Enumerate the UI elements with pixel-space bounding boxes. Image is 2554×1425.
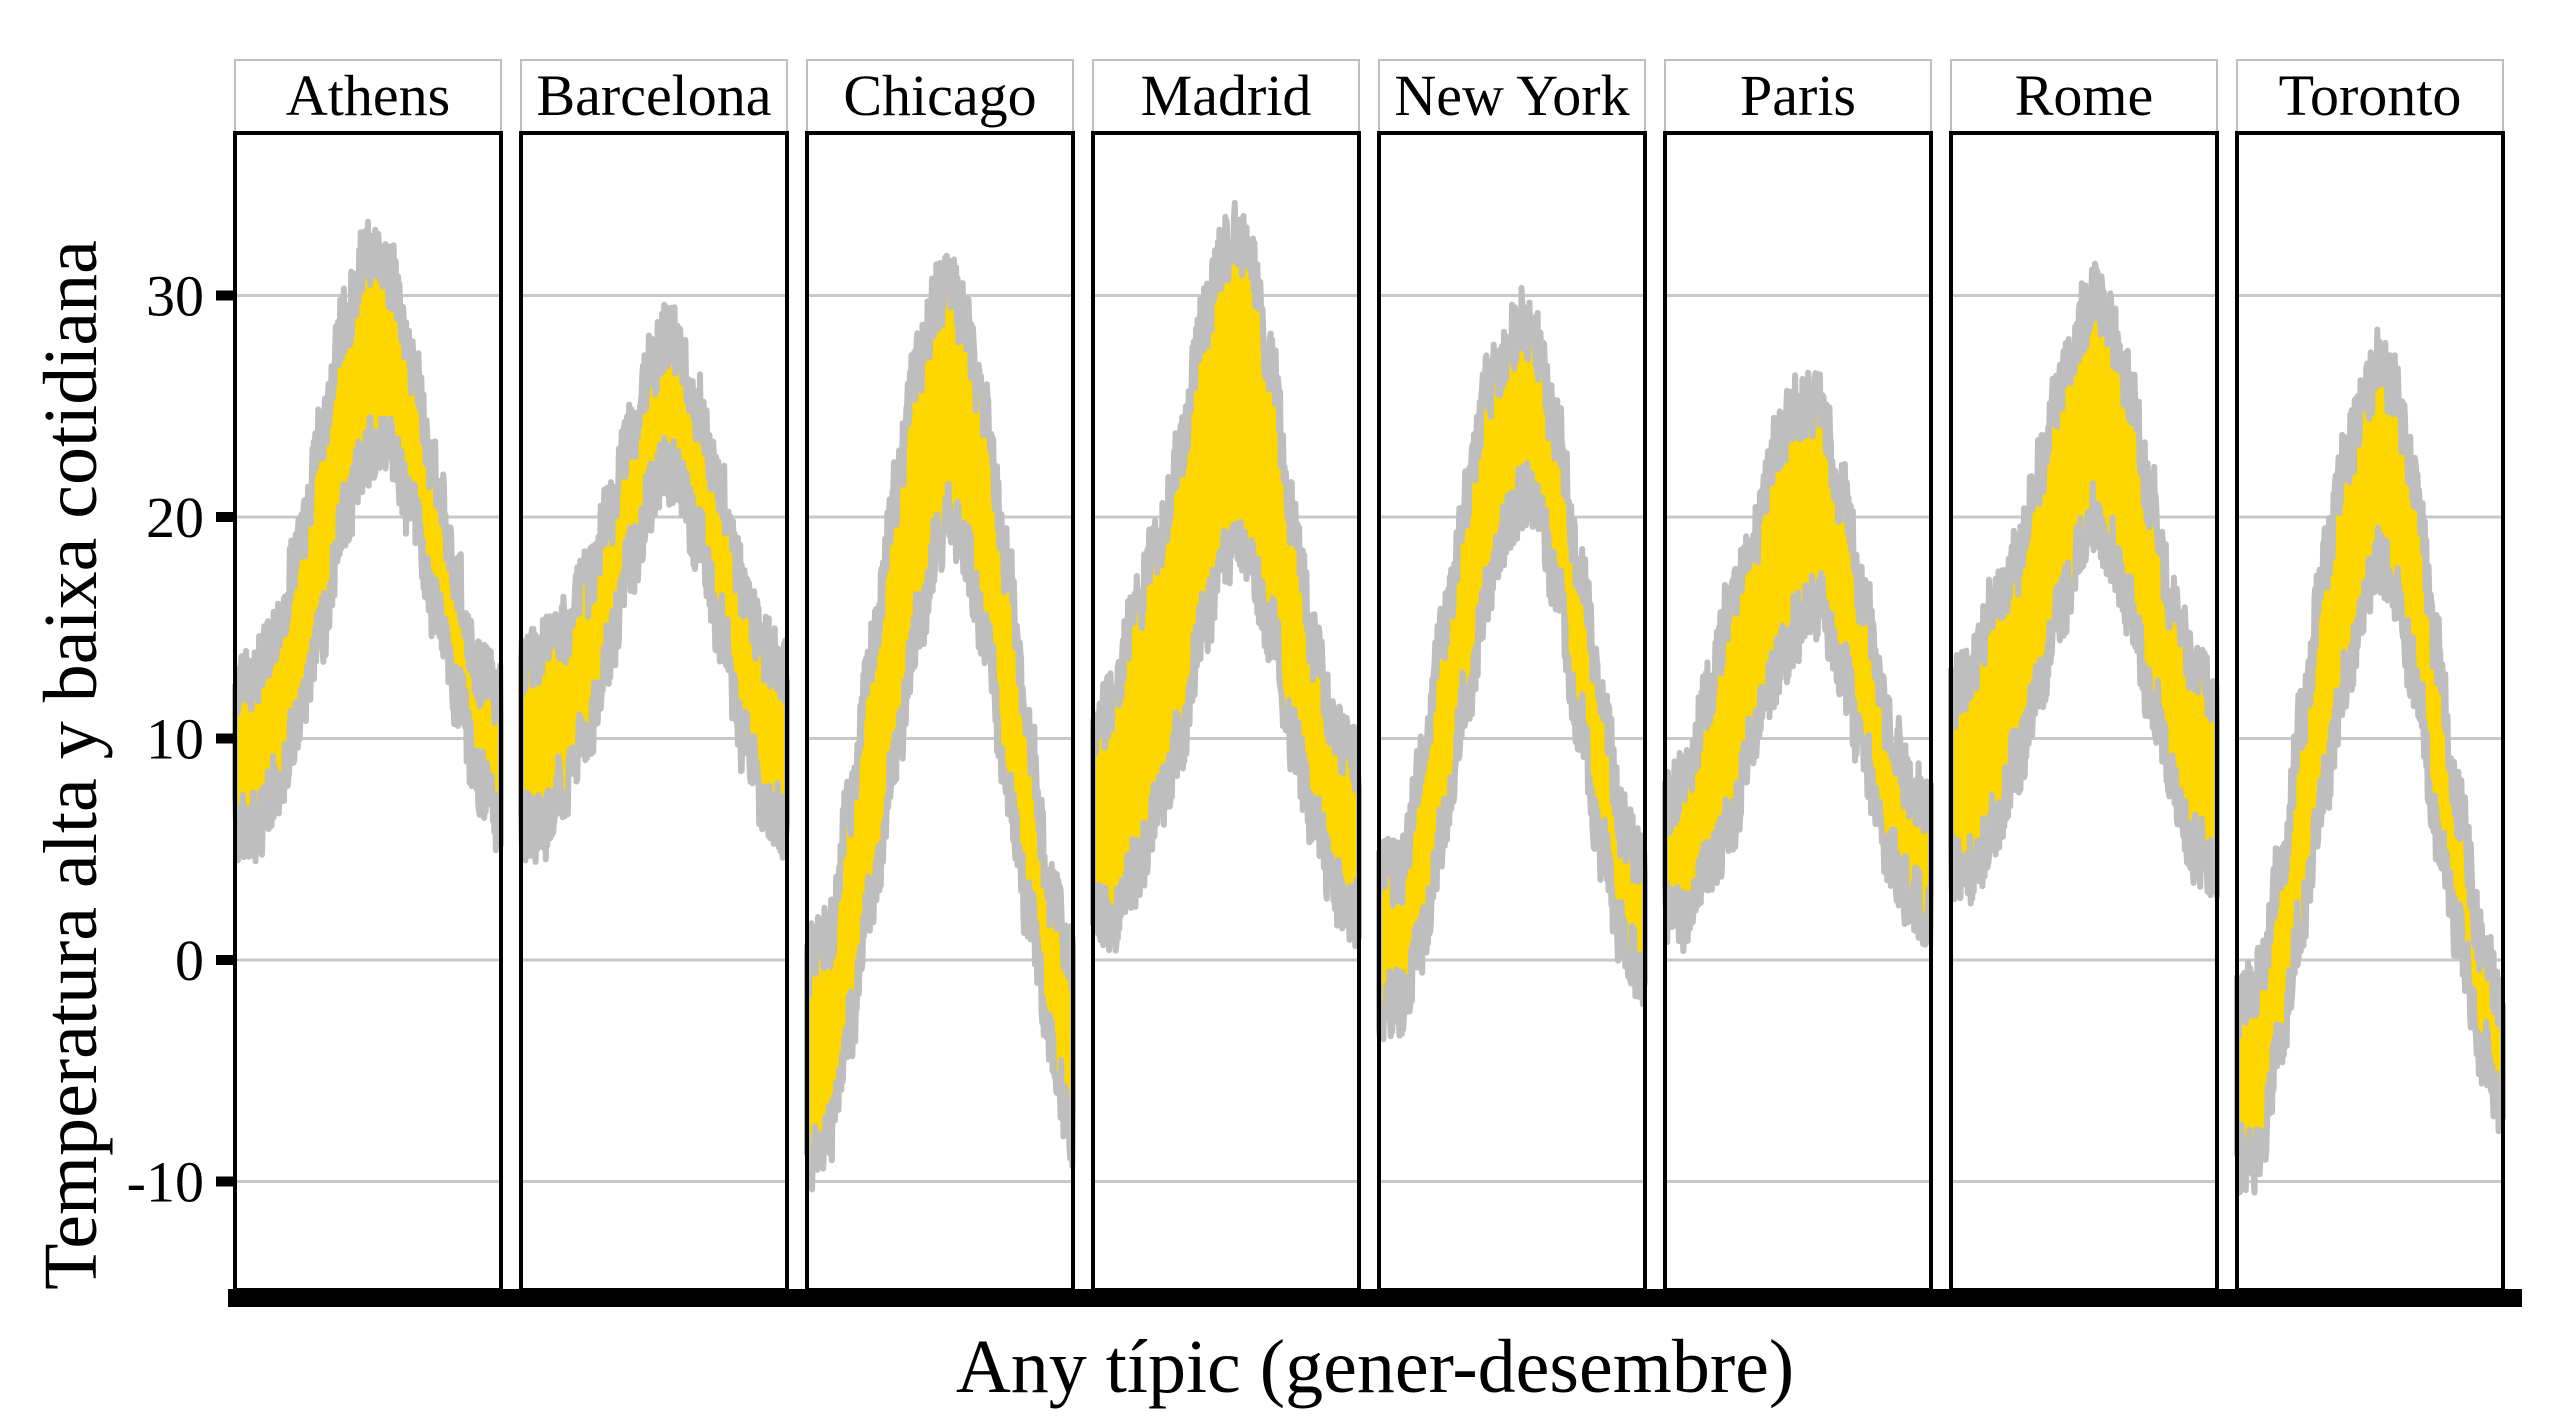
temperature-band-rome <box>1948 260 2220 907</box>
facet-label-toronto: Toronto <box>2279 63 2462 128</box>
facet-madrid: Madrid <box>1090 59 1362 1292</box>
facet-label-paris: Paris <box>1740 63 1856 128</box>
y-axis: -10 0 10 20 30 <box>127 264 235 1215</box>
facet-strip-barcelona <box>520 59 788 134</box>
facet-toronto: Toronto <box>2234 59 2506 1292</box>
facet-strip-chicago <box>806 59 1074 134</box>
facet-barcelona: Barcelona <box>518 59 790 1292</box>
temperature-band-chicago <box>804 252 1076 1193</box>
x-axis-title: Any típic (gener-desembre) <box>956 1325 1794 1409</box>
facet-label-athens: Athens <box>286 63 450 128</box>
y-tick-label: -10 <box>127 1150 204 1215</box>
facet-new-york: New York <box>1376 59 1648 1292</box>
facet-label-new-york: New York <box>1394 63 1629 128</box>
facet-label-madrid: Madrid <box>1141 63 1312 128</box>
y-tick-label: 30 <box>146 264 204 329</box>
y-tick-label: 0 <box>175 928 204 993</box>
facet-panel-toronto <box>2235 131 2505 1292</box>
temperature-band-barcelona <box>518 301 790 865</box>
temperature-band-toronto <box>2234 326 2506 1196</box>
facet-strip-athens <box>234 59 502 134</box>
facet-chicago: Chicago <box>804 59 1076 1292</box>
y-tick-label: 20 <box>146 485 204 550</box>
temperature-band-paris <box>1662 369 1934 955</box>
y-tick-label: 10 <box>146 707 204 772</box>
facet-strip-toronto <box>2236 59 2504 134</box>
temperature-band-madrid <box>1090 199 1362 954</box>
facet-label-barcelona: Barcelona <box>536 63 771 128</box>
temperature-band-new-york <box>1376 284 1648 1043</box>
facet-label-rome: Rome <box>2015 63 2154 128</box>
facet-paris: Paris <box>1662 59 1934 1292</box>
facet-strip-madrid <box>1092 59 1360 134</box>
facet-strip-paris <box>1664 59 1932 134</box>
temperature-band-athens <box>232 218 504 865</box>
facets: Athens Barcelona Chicago Madrid New York Pari… <box>232 59 2506 1292</box>
facet-label-chicago: Chicago <box>843 63 1036 128</box>
facet-rome: Rome <box>1948 59 2220 1292</box>
facet-athens: Athens <box>232 59 504 1292</box>
y-axis-title: Temperatura alta y baixa cotidiana <box>29 240 113 1290</box>
